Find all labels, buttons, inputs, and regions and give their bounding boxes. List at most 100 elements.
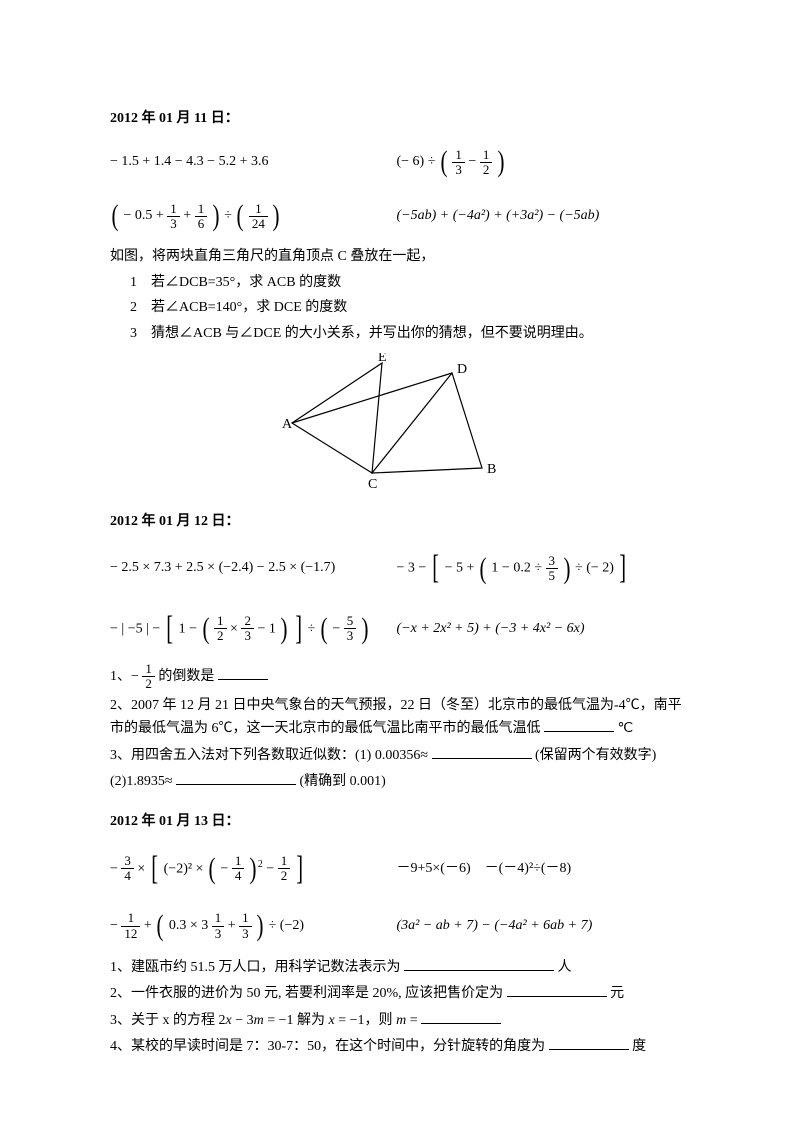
num: 2 [241, 614, 254, 629]
s2-eq3-f2: 23 [241, 614, 254, 644]
text: 1、建瓯市约 51.5 万人口，用科学记数法表示为 [110, 960, 401, 975]
den: 3 [239, 927, 252, 941]
rparen-icon: ) [361, 605, 368, 653]
text: × [137, 861, 145, 876]
s3-row2: − 112 + ( 0.3 × 3 13 + 13 ) ÷ (−2) (3a² … [110, 902, 683, 950]
var-m: m [254, 1013, 264, 1028]
s1-eq3-div: ÷ [224, 209, 232, 224]
section1-heading: 2012 年 01 月 11 日： [110, 108, 683, 130]
s3-eq3-f2: 13 [212, 911, 225, 941]
blank-input[interactable] [544, 717, 614, 732]
text: 1、− [110, 669, 139, 684]
s2-eq3-f3: 53 [344, 614, 357, 644]
blank-input[interactable] [421, 1009, 501, 1024]
s2-eq2-c: 1 − 0.2 ÷ [491, 561, 542, 576]
section3-heading: 2012 年 01 月 13 日： [110, 811, 683, 833]
num: 3 [546, 554, 559, 569]
rparen-icon: ) [281, 605, 288, 653]
text: + [228, 918, 236, 933]
s3-eq1: − 34 × [ (−2)² × ( − 14 )2 − 12 ] [110, 842, 397, 896]
s1-eq2-mid: − [468, 155, 476, 170]
s3-eq1-f2: 14 [232, 854, 245, 884]
den: 12 [121, 927, 140, 941]
s3-t2: 2、一件衣服的进价为 50 元, 若要利润率是 20%, 应该把售价定为 元 [110, 982, 683, 1005]
blank-input[interactable] [404, 956, 554, 971]
rparen-icon: ) [563, 545, 570, 593]
rparen-icon: ) [497, 138, 504, 186]
s1-eq3: ( − 0.5 + 13 + 16 ) ÷ ( 124 ) [110, 192, 397, 240]
s2-eq2-a: − 3 − [397, 561, 427, 576]
s2-eq3-c: − 1 [257, 621, 275, 636]
text: = −1，则 [335, 1013, 396, 1028]
text: − [220, 861, 228, 876]
s2-t3c: (2)1.8935≈ (精确到 0.001) [110, 770, 683, 793]
rparen-icon: ) [273, 192, 280, 240]
text: = −1 解为 [264, 1013, 329, 1028]
var-m: m [396, 1013, 406, 1028]
num: 1 [232, 854, 245, 869]
s3-t1: 1、建瓯市约 51.5 万人口，用科学记数法表示为 人 [110, 956, 683, 979]
s2-eq3-b: 1 − [179, 621, 197, 636]
text: ℃ [618, 721, 634, 736]
s1-eq3-a: − 0.5 + [124, 209, 164, 224]
s1-eq3-f2: 16 [195, 202, 208, 232]
den: 3 [452, 163, 465, 177]
s1-row1: − 1.5 + 1.4 − 4.3 − 5.2 + 3.6 (− 6) ÷ ( … [110, 138, 683, 186]
s2-t1-f: 12 [142, 662, 155, 692]
num: 3 [121, 854, 134, 869]
blank-input[interactable] [507, 982, 607, 997]
s2-eq3: − | −5 | − [ 1 − ( 12 × 23 − 1 ) ] ÷ ( −… [110, 602, 397, 656]
s3-t4: 4、某校的早读时间是 7：30-7：50，在这个时间中，分针旋转的角度为 度 [110, 1035, 683, 1058]
s3-eq3: − 112 + ( 0.3 × 3 13 + 13 ) ÷ (−2) [110, 902, 397, 950]
s2-eq3-mid: × [230, 621, 238, 636]
num: 1 [214, 614, 227, 629]
s2-row2: − | −5 | − [ 1 − ( 12 × 23 − 1 ) ] ÷ ( −… [110, 602, 683, 656]
text: 4、某校的早读时间是 7：30-7：50，在这个时间中，分针旋转的角度为 [110, 1039, 545, 1054]
lbracket-icon: [ [166, 602, 173, 656]
text: 人 [558, 960, 572, 975]
blank-input[interactable] [176, 770, 296, 785]
num: 1 [195, 202, 208, 217]
s1-eq2: (− 6) ÷ ( 13 − 12 ) [397, 138, 684, 186]
text: + [144, 918, 152, 933]
den: 2 [214, 629, 227, 643]
exponent: 2 [258, 858, 263, 869]
blank-input[interactable] [549, 1035, 629, 1050]
s1-eq2-a: (− 6) ÷ [397, 155, 436, 170]
lbracket-icon: [ [432, 541, 439, 595]
s1-q3: 3 猜想∠ACB 与∠DCE 的大小关系，并写出你的猜想，但不要说明理由。 [110, 323, 683, 345]
lparen-icon: ( [157, 902, 164, 950]
lparen-icon: ( [479, 545, 486, 593]
den: 2 [480, 163, 493, 177]
num: 1 [278, 854, 291, 869]
s1-eq3-m1: + [183, 209, 191, 224]
text: 的倒数是 [158, 669, 214, 684]
num: 5 [344, 614, 357, 629]
blank-input[interactable] [432, 744, 532, 759]
s3-eq4: (3a² − ab + 7) − (−4a² + 6ab + 7) [397, 915, 684, 937]
den: 3 [212, 927, 225, 941]
s2-t2: 2、2007 年 12 月 21 日中央气象台的天气预报，22 日（冬至）北京市… [110, 695, 683, 741]
s2-t3a: 3、用四舍五入法对下列各数取近似数：(1) 0.00356≈ (保留两个有效数字… [110, 744, 683, 767]
den: 2 [142, 677, 155, 691]
num: 1 [212, 911, 225, 926]
lparen-icon: ( [237, 192, 244, 240]
s1-eq3-f1: 13 [167, 202, 180, 232]
s1-eq3-f3: 124 [249, 202, 268, 232]
s1-q1: 1 若∠DCB=35°，求 ACB 的度数 [110, 272, 683, 294]
text: (−2)² × [164, 861, 204, 876]
text: 0.3 × 3 [169, 918, 208, 933]
s3-eq3-f1: 112 [121, 911, 140, 941]
den: 4 [121, 869, 134, 883]
lparen-icon: ( [320, 605, 327, 653]
s2-eq2-f1: 35 [546, 554, 559, 584]
lbracket-icon: [ [151, 842, 158, 896]
s1-eq2-f2: 12 [480, 148, 493, 178]
s1-eq1: − 1.5 + 1.4 − 4.3 − 5.2 + 3.6 [110, 151, 397, 173]
s2-eq3-div: ÷ [308, 621, 316, 636]
text: 度 [632, 1039, 646, 1054]
blank-input[interactable] [218, 665, 268, 680]
s1-q2: 2 若∠ACB=140°，求 DCE 的度数 [110, 297, 683, 319]
num: 1 [249, 202, 268, 217]
s2-row1: − 2.5 × 7.3 + 2.5 × (−2.4) − 2.5 × (−1.7… [110, 541, 683, 595]
